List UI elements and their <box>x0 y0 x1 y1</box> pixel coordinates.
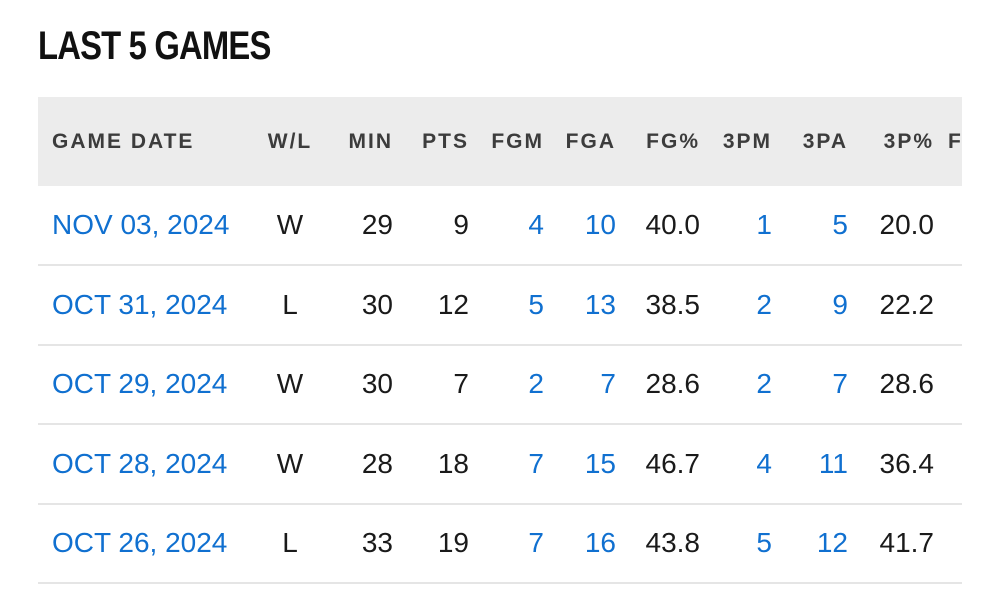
cell-fg-pct: 43.8 <box>645 527 701 559</box>
cell-3p-pct: 28.6 <box>879 368 935 400</box>
cell-fgm-link[interactable]: 7 <box>528 447 544 479</box>
cell-fgm-link[interactable]: 2 <box>528 368 544 400</box>
cell-fga-link[interactable]: 15 <box>584 447 616 479</box>
cell-fgm-link[interactable]: 7 <box>528 527 544 559</box>
cell-pts: 7 <box>453 368 469 400</box>
cell-pts: 18 <box>437 447 469 479</box>
table-row: OCT 31, 2024 L 30 12 5 13 38.5 2 9 22.2 <box>38 265 962 345</box>
col-header-game-date[interactable]: GAME DATE <box>52 129 195 153</box>
cell-3pm-link[interactable]: 2 <box>756 368 772 400</box>
col-header-fga[interactable]: FGA <box>565 129 616 153</box>
cell-3p-pct: 41.7 <box>879 527 935 559</box>
cell-fg-pct: 46.7 <box>645 447 701 479</box>
cell-win-loss: W <box>276 209 304 241</box>
col-header-3pa[interactable]: 3PA <box>802 129 848 153</box>
cell-game-date-link[interactable]: OCT 28, 2024 <box>52 447 228 479</box>
cell-clipped <box>934 186 962 265</box>
cell-3pa-link[interactable]: 11 <box>818 447 848 479</box>
cell-pts: 19 <box>437 527 469 559</box>
col-header-3p-pct[interactable]: 3P% <box>883 129 934 153</box>
cell-win-loss: W <box>276 447 304 479</box>
game-log-table: GAME DATE W/L MIN PTS FGM FGA FG% 3PM 3P… <box>38 97 962 593</box>
cell-3pm-link[interactable]: 1 <box>756 209 772 241</box>
cell-clipped <box>934 424 962 503</box>
col-header-clipped[interactable]: F <box>948 129 962 153</box>
cell-3p-pct: 22.2 <box>879 289 935 321</box>
cell-fga-link[interactable]: 7 <box>600 368 616 400</box>
cell-fg-pct: 28.6 <box>645 368 701 400</box>
cell-3pa-link[interactable]: 5 <box>832 209 848 241</box>
cell-fgm-link[interactable]: 4 <box>528 209 544 241</box>
col-header-min[interactable]: MIN <box>348 129 393 153</box>
cell-3pm-link[interactable]: 5 <box>756 527 772 559</box>
cell-min: 29 <box>361 209 393 241</box>
cell-win-loss: W <box>276 368 304 400</box>
col-header-fg-pct[interactable]: FG% <box>646 129 700 153</box>
col-header-pts[interactable]: PTS <box>422 129 469 153</box>
cell-3pm-link[interactable]: 2 <box>756 289 772 321</box>
cell-3pa-link[interactable]: 12 <box>816 527 848 559</box>
cell-game-date-link[interactable]: OCT 31, 2024 <box>52 289 228 321</box>
cell-fga-link[interactable]: 16 <box>584 527 616 559</box>
col-header-wl[interactable]: W/L <box>267 129 313 153</box>
cell-fgm-link[interactable]: 5 <box>528 289 544 321</box>
col-header-fgm[interactable]: FGM <box>491 129 544 153</box>
table-row: OCT 29, 2024 W 30 7 2 7 28.6 2 7 28.6 <box>38 345 962 425</box>
cell-game-date-link[interactable]: OCT 29, 2024 <box>52 368 228 400</box>
cell-min: 30 <box>361 368 393 400</box>
cell-win-loss: L <box>282 527 298 559</box>
cell-min: 28 <box>361 447 393 479</box>
cell-fga-link[interactable]: 10 <box>584 209 616 241</box>
cell-min: 30 <box>361 289 393 321</box>
cell-3p-pct: 36.4 <box>879 447 935 479</box>
cell-fg-pct: 38.5 <box>645 289 701 321</box>
table-row: OCT 28, 2024 W 28 18 7 15 46.7 4 11 36.4 <box>38 424 962 504</box>
cell-clipped <box>934 265 962 344</box>
cell-win-loss: L <box>282 289 298 321</box>
cell-fga-link[interactable]: 13 <box>584 289 616 321</box>
cell-pts: 9 <box>453 209 469 241</box>
table-header-row: GAME DATE W/L MIN PTS FGM FGA FG% 3PM 3P… <box>38 97 962 186</box>
cell-3p-pct: 20.0 <box>879 209 935 241</box>
col-header-3pm[interactable]: 3PM <box>722 129 772 153</box>
table-row: OCT 26, 2024 L 33 19 7 16 43.8 5 12 41.7 <box>38 504 962 583</box>
cell-3pa-link[interactable]: 9 <box>832 289 848 321</box>
cell-3pm-link[interactable]: 4 <box>756 447 772 479</box>
cell-min: 33 <box>361 527 393 559</box>
section-title: LAST 5 GAMES <box>38 24 271 68</box>
cell-game-date-link[interactable]: OCT 26, 2024 <box>52 527 228 559</box>
cell-clipped <box>934 504 962 583</box>
cell-fg-pct: 40.0 <box>645 209 701 241</box>
cell-pts: 12 <box>437 289 469 321</box>
cell-3pa-link[interactable]: 7 <box>832 368 848 400</box>
cell-clipped <box>934 345 962 424</box>
cell-game-date-link[interactable]: NOV 03, 2024 <box>52 209 230 241</box>
table-row: NOV 03, 2024 W 29 9 4 10 40.0 1 5 20.0 <box>38 186 962 266</box>
